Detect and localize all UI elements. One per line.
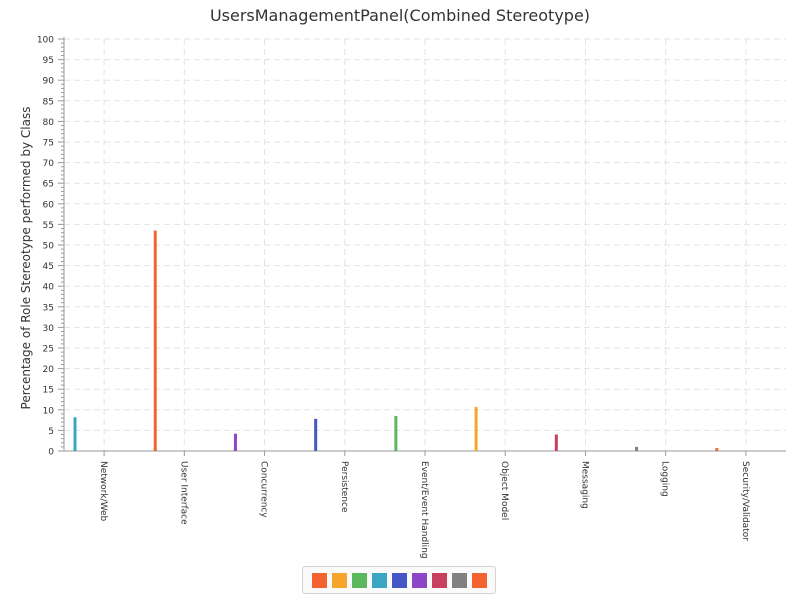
bar-user-interface	[153, 230, 157, 451]
legend	[302, 566, 496, 594]
bar-security-validator	[715, 448, 719, 451]
y-tick-label: 60	[43, 200, 55, 210]
legend-swatch	[391, 572, 407, 588]
y-tick-label: 95	[43, 56, 54, 66]
y-tick-label: 50	[43, 242, 55, 252]
y-tick-label: 20	[43, 365, 55, 375]
y-tick-label: 15	[43, 386, 54, 396]
x-tick-label: Object Model	[499, 461, 509, 520]
bar-object-model	[474, 406, 478, 451]
x-tick-label: Network/Web	[98, 461, 108, 522]
legend-swatch	[371, 572, 387, 588]
y-tick-label: 5	[48, 427, 54, 437]
y-tick-label: 90	[43, 77, 55, 87]
y-tick-label: 30	[43, 324, 55, 334]
legend-swatch	[471, 572, 487, 588]
bar-logging	[635, 446, 639, 451]
y-tick-label: 80	[43, 118, 55, 128]
x-tick-label: Event/Event Handling	[419, 461, 429, 559]
x-tick-label: User Interface	[178, 461, 188, 525]
legend-swatch	[351, 572, 367, 588]
y-tick-label: 70	[43, 159, 55, 169]
x-tick-label: Persistence	[339, 461, 349, 513]
y-tick-label: 100	[37, 36, 54, 46]
y-tick-label: 85	[43, 97, 54, 107]
bar-messaging	[554, 434, 558, 451]
x-tick-label: Messaging	[579, 461, 589, 509]
chart-title: UsersManagementPanel(Combined Stereotype…	[209, 6, 591, 25]
y-tick-label: 40	[43, 283, 55, 293]
legend-swatch	[331, 572, 347, 588]
legend-swatch	[411, 572, 427, 588]
y-tick-label: 35	[43, 303, 54, 313]
legend-swatch	[431, 572, 447, 588]
bar-event-event-handling	[394, 415, 398, 451]
y-tick-label: 55	[43, 221, 54, 231]
y-tick-label: 75	[43, 139, 54, 149]
bar-network-web	[73, 417, 77, 451]
y-tick-label: 65	[43, 180, 54, 190]
x-tick-label: Security/Validator	[740, 461, 750, 541]
bar-persistence	[314, 418, 318, 451]
legend-swatch	[311, 572, 327, 588]
y-tick-label: 45	[43, 262, 54, 272]
x-tick-label: Concurrency	[259, 461, 269, 518]
y-tick-label: 25	[43, 345, 54, 355]
y-tick-label: 10	[43, 406, 55, 416]
bar-concurrency	[233, 433, 237, 451]
y-tick-label: 0	[48, 448, 54, 458]
legend-swatch	[451, 572, 467, 588]
x-tick-label: Logging	[660, 461, 670, 497]
